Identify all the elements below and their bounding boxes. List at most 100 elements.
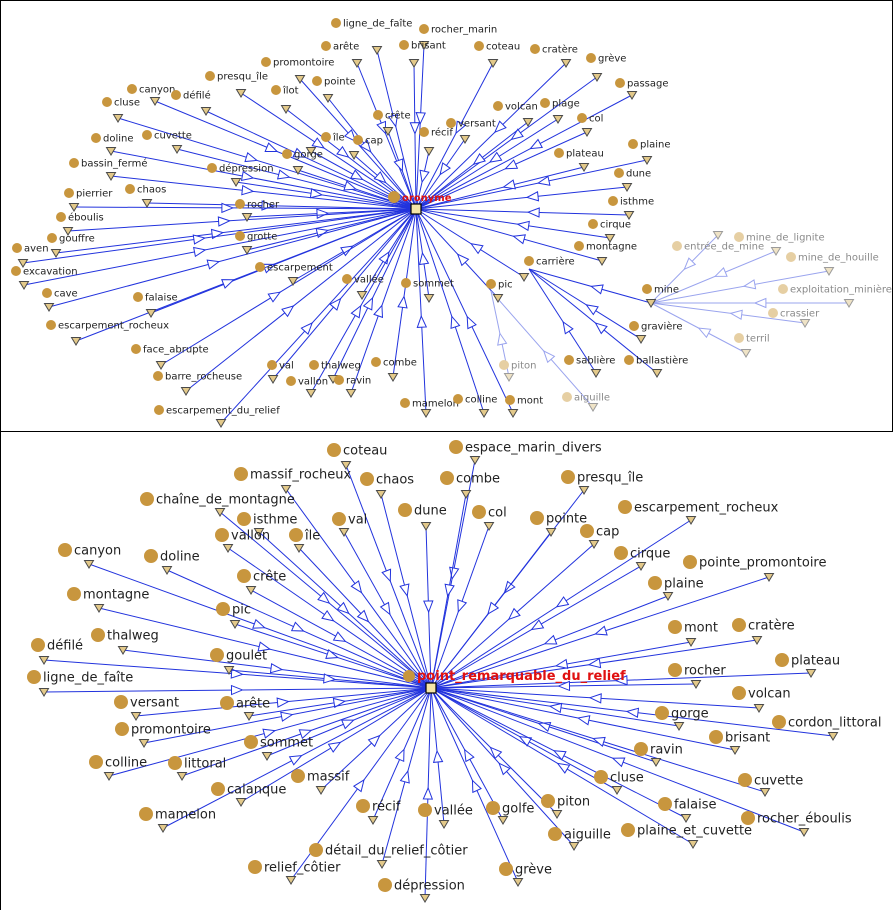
node-vallee[interactable]: vallée bbox=[418, 803, 473, 829]
pointe-node-icon[interactable] bbox=[312, 76, 322, 86]
node-pointe-promontoire[interactable]: pointe_promontoire bbox=[683, 555, 827, 582]
cluse-node-icon[interactable] bbox=[102, 97, 112, 107]
mine-node-icon[interactable] bbox=[642, 284, 652, 294]
cratere-node-icon[interactable] bbox=[530, 44, 540, 54]
node-carriere[interactable]: carrière bbox=[518, 256, 575, 282]
plaine-marker-icon[interactable] bbox=[662, 592, 674, 601]
massif-marker-icon[interactable] bbox=[315, 786, 327, 795]
passage-node-icon[interactable] bbox=[615, 78, 625, 88]
node-colline[interactable]: colline bbox=[89, 755, 147, 781]
node-plateau[interactable]: plateau bbox=[554, 148, 604, 172]
goulet-node-icon[interactable] bbox=[210, 648, 224, 662]
vallon-marker-icon[interactable] bbox=[222, 544, 234, 553]
plateau-node-icon[interactable] bbox=[554, 148, 564, 158]
detail-du-relief-cotier-marker-icon[interactable] bbox=[376, 860, 388, 869]
excavation-node-icon[interactable] bbox=[11, 266, 21, 276]
recif-node-icon[interactable] bbox=[419, 127, 429, 137]
defile-marker-icon[interactable] bbox=[200, 107, 212, 116]
greve-node-icon[interactable] bbox=[586, 53, 596, 63]
node-coteau[interactable]: coteau bbox=[474, 41, 520, 68]
sabliere-marker-icon[interactable] bbox=[590, 369, 602, 378]
thalweg-node-icon[interactable] bbox=[309, 360, 319, 370]
val-marker-icon[interactable] bbox=[338, 528, 350, 537]
bassin-ferme-marker-icon[interactable] bbox=[105, 172, 117, 181]
aven-node-icon[interactable] bbox=[12, 243, 22, 253]
rocher-marin-marker-icon[interactable] bbox=[418, 41, 430, 50]
node-ballastiere[interactable]: ballastière bbox=[624, 355, 688, 378]
node-pointe[interactable]: pointe bbox=[312, 76, 356, 103]
node-ilot[interactable]: îlot bbox=[271, 85, 299, 114]
node-chaine-de-montagne[interactable]: chaîne_de_montagne bbox=[140, 492, 295, 517]
presqu-ile-node-icon[interactable] bbox=[205, 71, 215, 81]
node-detail-du-relief-cotier[interactable]: détail_du_relief_côtier bbox=[309, 843, 468, 869]
mamelon-node-icon[interactable] bbox=[139, 807, 153, 821]
ile-node-icon[interactable] bbox=[289, 528, 303, 542]
versant-marker-icon[interactable] bbox=[459, 135, 471, 144]
crete-node-icon[interactable] bbox=[373, 110, 383, 120]
escarpement-rocheux-node-icon[interactable] bbox=[618, 500, 632, 514]
val-node-icon[interactable] bbox=[267, 360, 277, 370]
vallon-marker-icon[interactable] bbox=[305, 389, 317, 398]
cordon-littoral-node-icon[interactable] bbox=[772, 715, 786, 729]
recif-marker-icon[interactable] bbox=[423, 147, 435, 156]
rocher-eboulis-marker-icon[interactable] bbox=[798, 828, 810, 837]
presqu-ile-marker-icon[interactable] bbox=[578, 486, 590, 495]
node-thalweg[interactable]: thalweg bbox=[91, 628, 159, 655]
calanque-node-icon[interactable] bbox=[211, 782, 225, 796]
node-chaos[interactable]: chaos bbox=[125, 184, 166, 208]
col-node-icon[interactable] bbox=[577, 113, 587, 123]
col-node-icon[interactable] bbox=[472, 505, 486, 519]
node-exploitation-miniere[interactable]: exploitation_minière bbox=[778, 284, 892, 308]
mine-de-houille-marker-icon[interactable] bbox=[823, 267, 835, 276]
piton-node-icon[interactable] bbox=[499, 360, 509, 370]
versant-marker-icon[interactable] bbox=[130, 712, 142, 721]
node-grotte[interactable]: grotte bbox=[235, 231, 277, 255]
plage-marker-icon[interactable] bbox=[552, 115, 564, 124]
node-massif[interactable]: massif bbox=[291, 769, 350, 795]
node-doline[interactable]: doline bbox=[144, 549, 200, 575]
mine-de-lignite-node-icon[interactable] bbox=[734, 232, 744, 242]
aiguille-node-icon[interactable] bbox=[548, 827, 562, 841]
node-pointe[interactable]: pointe bbox=[530, 511, 587, 537]
greve-marker-icon[interactable] bbox=[512, 878, 524, 887]
promontoire-marker-icon[interactable] bbox=[294, 75, 306, 84]
node-littoral[interactable]: littoral bbox=[168, 756, 226, 781]
point-remarquable-graph-panel[interactable]: coteau espace_marin_divers massif_rocheux c… bbox=[0, 432, 893, 910]
node-gorge[interactable]: gorge bbox=[655, 706, 709, 731]
cuvette-node-icon[interactable] bbox=[142, 130, 152, 140]
chaos-marker-icon[interactable] bbox=[141, 199, 153, 208]
doline-node-icon[interactable] bbox=[144, 549, 158, 563]
pointe-marker-icon[interactable] bbox=[322, 94, 334, 103]
passage-marker-icon[interactable] bbox=[626, 91, 638, 100]
node-greve[interactable]: grève bbox=[586, 53, 626, 82]
node-mine[interactable]: mine bbox=[642, 284, 679, 308]
node-presqu-ile[interactable]: presqu_île bbox=[561, 470, 643, 495]
node-aiguille[interactable]: aiguille bbox=[548, 827, 611, 851]
node-aiguille[interactable]: aiguille bbox=[562, 392, 610, 412]
mine-marker-icon[interactable] bbox=[645, 299, 657, 308]
node-mont[interactable]: mont bbox=[668, 620, 718, 647]
node-dune[interactable]: dune bbox=[614, 168, 651, 192]
oronyme-graph-panel[interactable]: ligne_de_faîte rocher_marin arête brisant co… bbox=[0, 0, 893, 432]
combe-marker-icon[interactable] bbox=[460, 490, 472, 499]
col-marker-icon[interactable] bbox=[483, 522, 495, 531]
montagne-marker-icon[interactable] bbox=[93, 604, 105, 613]
node-pic[interactable]: pic bbox=[216, 602, 251, 629]
brisant-node-icon[interactable] bbox=[399, 40, 409, 50]
node-recif[interactable]: récif bbox=[419, 127, 453, 156]
mine-de-lignite-marker-icon[interactable] bbox=[770, 247, 782, 256]
massif-rocheux-node-icon[interactable] bbox=[234, 467, 248, 481]
ravin-marker-icon[interactable] bbox=[345, 389, 357, 398]
ile-node-icon[interactable] bbox=[321, 132, 331, 142]
colline-node-icon[interactable] bbox=[89, 755, 103, 769]
node-mamelon[interactable]: mamelon bbox=[400, 398, 459, 418]
espace-marin-divers-node-icon[interactable] bbox=[449, 440, 463, 454]
chaos-node-icon[interactable] bbox=[125, 184, 135, 194]
graviere-node-icon[interactable] bbox=[629, 321, 639, 331]
node-excavation[interactable]: excavation bbox=[11, 266, 78, 290]
node-aven[interactable]: aven bbox=[12, 243, 49, 268]
oronyme-graph[interactable]: ligne_de_faîte rocher_marin arête brisant co… bbox=[1, 1, 892, 431]
depression-marker-icon[interactable] bbox=[230, 178, 242, 187]
greve-node-icon[interactable] bbox=[499, 862, 513, 876]
node-depression[interactable]: dépression bbox=[207, 163, 274, 187]
